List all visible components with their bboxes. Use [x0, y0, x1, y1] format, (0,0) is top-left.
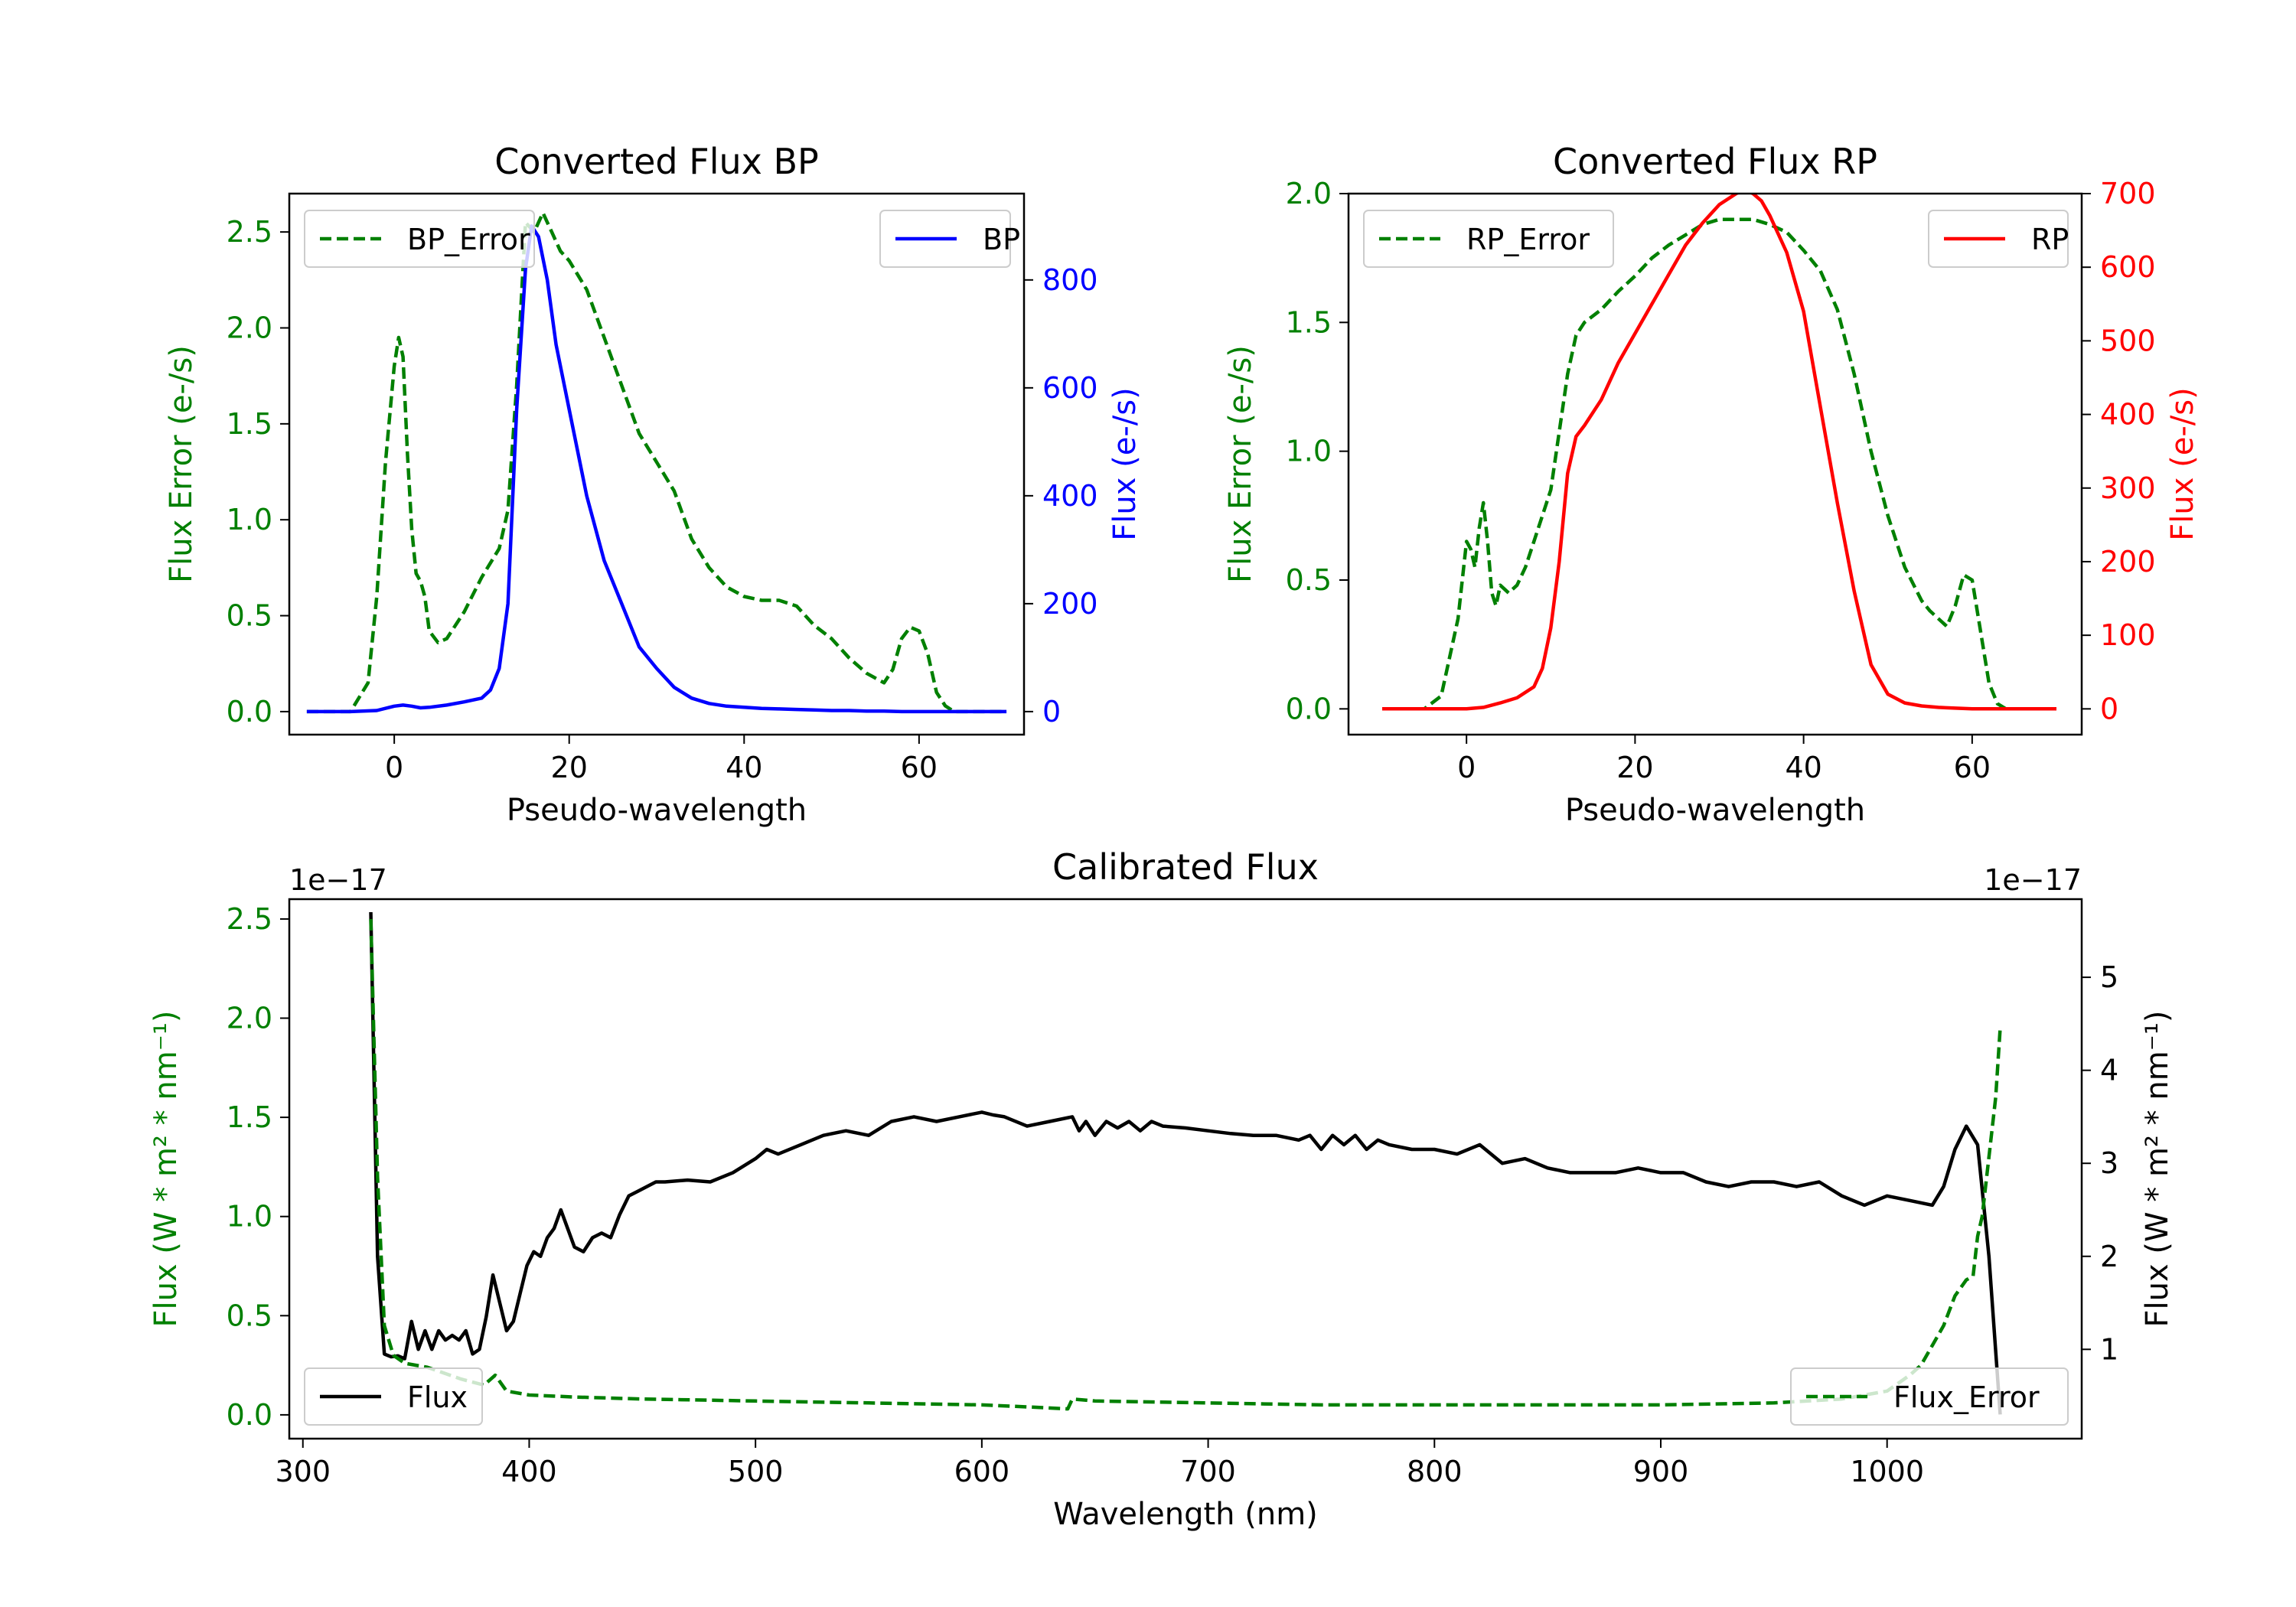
y-left-tick-label: 1.5: [227, 407, 272, 441]
legend-box: [1363, 210, 1614, 268]
y-left-tick-label: 0.0: [227, 695, 272, 729]
x-tick-label: 20: [1616, 751, 1653, 784]
y-left-offset-label: 1e−17: [289, 863, 387, 897]
y-right-tick-label: 200: [2100, 545, 2156, 579]
legend-label: RP: [2031, 223, 2069, 256]
x-axis-label: Pseudo-wavelength: [507, 793, 807, 828]
legend-right: RP: [1928, 210, 2069, 268]
y-left-axis-label: Flux Error (e-/s): [164, 345, 199, 583]
y-left-tick-label: 0.5: [227, 1299, 272, 1332]
y-right-tick-label: 400: [1042, 479, 1098, 513]
chart-0: 0 20 40 60 0.0 0.5 1.0 1.5 2.0 2.5 0 200 400 600 800 Co…: [164, 141, 1143, 828]
chart-title: Converted Flux RP: [1553, 141, 1877, 182]
legend-label: Flux: [407, 1380, 468, 1414]
x-axis-label: Pseudo-wavelength: [1565, 793, 1865, 828]
x-tick-label: 0: [385, 751, 403, 784]
y-left-tick-label: 0.5: [227, 599, 272, 633]
x-tick-label: 600: [954, 1455, 1010, 1488]
plot-area: [369, 911, 2002, 1415]
y-left-tick-label: 0.0: [1286, 692, 1332, 725]
legend-label: BP_Error: [407, 223, 530, 256]
y-left-tick-label: 2.5: [227, 902, 272, 936]
chart-title: Calibrated Flux: [1052, 846, 1319, 888]
x-tick-label: 60: [901, 751, 938, 784]
y-left-tick-label: 1.0: [1286, 435, 1332, 468]
chart-title: Converted Flux BP: [494, 141, 819, 182]
series-rp: [1382, 194, 2056, 711]
plot-area: [306, 210, 1007, 714]
series-flux-error: [369, 918, 2002, 1411]
legend-box: [304, 210, 535, 268]
x-tick-label: 40: [1785, 751, 1821, 784]
y-right-tick-label: 300: [2100, 471, 2156, 505]
x-tick-label: 900: [1633, 1455, 1689, 1488]
y-right-tick-label: 0: [2100, 692, 2118, 725]
y-left-axis-label: Flux Error (e-/s): [1223, 345, 1258, 583]
y-right-tick-label: 2: [2100, 1240, 2118, 1273]
legend-box: [304, 1367, 483, 1426]
series-bp-error: [306, 210, 1007, 714]
y-right-tick-label: 500: [2100, 324, 2156, 357]
y-right-tick-label: 400: [2100, 398, 2156, 432]
x-tick-label: 700: [1180, 1455, 1236, 1488]
y-right-tick-label: 800: [1042, 263, 1098, 297]
axes-frame: [288, 192, 1026, 736]
y-right-axis-label: Flux (W * m² * nm⁻¹): [2140, 1011, 2175, 1328]
x-axis-label: Wavelength (nm): [1053, 1497, 1318, 1532]
x-tick-label: 1000: [1850, 1455, 1924, 1488]
y-left-tick-label: 1.5: [1286, 305, 1332, 339]
y-left-tick-label: 1.5: [227, 1100, 272, 1134]
axes-frame: [1347, 192, 2083, 736]
y-right-offset-label: 1e−17: [1984, 863, 2082, 897]
y-right-axis-label: Flux (e-/s): [1107, 387, 1143, 540]
x-tick-label: 40: [726, 751, 762, 784]
chart-2: 300 400 500 600 700 800 900 1000 0.0 0.5 1.0 1.5 2.0…: [148, 846, 2175, 1532]
y-right-tick-label: 200: [1042, 587, 1098, 621]
legend-label: Flux_Error: [1893, 1380, 2040, 1414]
legend-left: BP_Error: [304, 210, 535, 268]
y-left-tick-label: 2.0: [227, 311, 272, 344]
y-left-tick-label: 2.0: [227, 1002, 272, 1035]
x-tick-label: 20: [551, 751, 588, 784]
y-left-tick-label: 1.0: [227, 503, 272, 536]
y-right-tick-label: 3: [2100, 1146, 2118, 1180]
legend-left: Flux: [304, 1367, 483, 1426]
y-right-tick-label: 600: [2100, 250, 2156, 284]
y-left-tick-label: 0.0: [227, 1398, 272, 1432]
y-right-axis-label: Flux (e-/s): [2165, 387, 2200, 540]
y-right-tick-label: 0: [1042, 695, 1061, 729]
y-left-tick-label: 1.0: [227, 1200, 272, 1234]
y-right-tick-label: 1: [2100, 1332, 2118, 1366]
axes-frame: [288, 898, 2083, 1440]
x-tick-label: 60: [1954, 751, 1991, 784]
x-tick-label: 0: [1457, 751, 1476, 784]
y-left-axis-label: Flux (W * m² * nm⁻¹): [148, 1011, 184, 1328]
y-right-tick-label: 5: [2100, 960, 2118, 994]
x-tick-label: 400: [501, 1455, 557, 1488]
y-left-tick-label: 2.0: [1286, 177, 1332, 210]
legend-label: RP_Error: [1466, 223, 1590, 256]
y-right-tick-label: 100: [2100, 618, 2156, 652]
legend-label: BP: [983, 223, 1020, 256]
legend-box: [1790, 1367, 2069, 1426]
y-left-tick-label: 2.5: [227, 215, 272, 249]
series-rp-error: [1382, 217, 2056, 711]
series-flux: [369, 911, 2002, 1415]
series-bp: [306, 224, 1007, 714]
y-right-tick-label: 600: [1042, 371, 1098, 405]
x-tick-label: 300: [275, 1455, 331, 1488]
plot-area: [1382, 194, 2056, 711]
legend-left: RP_Error: [1363, 210, 1614, 268]
chart-1: 0 20 40 60 0.0 0.5 1.0 1.5 2.0 0 100 200 300 400 500 60…: [1223, 141, 2200, 828]
x-tick-label: 500: [728, 1455, 784, 1488]
x-tick-label: 800: [1407, 1455, 1463, 1488]
y-left-tick-label: 0.5: [1286, 563, 1332, 597]
legend-right: BP: [879, 210, 1020, 268]
y-right-tick-label: 700: [2100, 177, 2156, 210]
legend-right: Flux_Error: [1790, 1367, 2069, 1426]
y-right-tick-label: 4: [2100, 1054, 2118, 1087]
